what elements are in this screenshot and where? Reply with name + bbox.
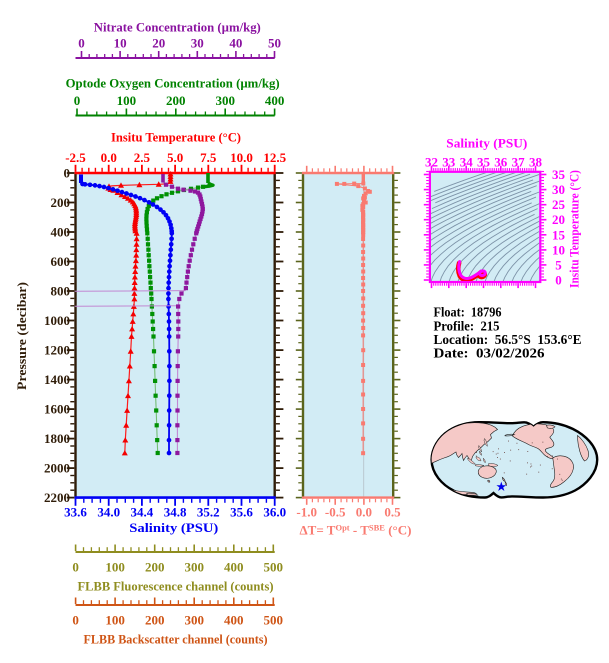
svg-text:400: 400 (224, 560, 244, 575)
svg-text:33: 33 (442, 155, 456, 170)
svg-text:32: 32 (425, 155, 438, 170)
svg-text:100: 100 (105, 560, 125, 575)
svg-text:10: 10 (114, 36, 127, 51)
svg-text:1400: 1400 (44, 372, 70, 387)
svg-text:FLBB Backscatter channel (coun: FLBB Backscatter channel (counts) (84, 632, 268, 647)
svg-text:12.5: 12.5 (263, 150, 286, 165)
svg-text:20: 20 (552, 212, 565, 227)
svg-text:35: 35 (477, 155, 491, 170)
svg-text:Location: 56.5°S 153.6°E: Location: 56.5°S 153.6°E (434, 332, 582, 347)
svg-text:500: 500 (264, 613, 284, 628)
svg-text:Pressure (decibar): Pressure (decibar) (14, 282, 29, 390)
svg-text:0.5: 0.5 (384, 505, 401, 520)
svg-text:40: 40 (229, 36, 242, 51)
svg-text:100: 100 (117, 93, 137, 108)
svg-text:1200: 1200 (44, 343, 70, 358)
svg-text:30: 30 (552, 182, 565, 197)
svg-text:400: 400 (224, 613, 244, 628)
svg-text:10.0: 10.0 (230, 150, 253, 165)
svg-text:34.8: 34.8 (164, 505, 187, 520)
svg-text:34: 34 (460, 155, 474, 170)
svg-text:0: 0 (74, 93, 81, 108)
svg-text:2.5: 2.5 (134, 150, 151, 165)
svg-text:-0.5: -0.5 (325, 505, 346, 520)
svg-text:200: 200 (145, 613, 165, 628)
svg-text:34.0: 34.0 (97, 505, 120, 520)
svg-text:Insitu Temperature (°C): Insitu Temperature (°C) (111, 129, 241, 144)
svg-text:20: 20 (152, 36, 165, 51)
svg-text:25: 25 (552, 197, 566, 212)
svg-text:1000: 1000 (44, 313, 70, 328)
svg-text:FLBB Fluorescence channel (cou: FLBB Fluorescence channel (counts) (78, 579, 274, 594)
svg-text:10: 10 (552, 242, 565, 257)
svg-text:0.0: 0.0 (356, 505, 372, 520)
svg-text:Salinity (PSU): Salinity (PSU) (129, 520, 218, 535)
svg-text:0: 0 (64, 166, 71, 181)
svg-text:36.0: 36.0 (263, 505, 286, 520)
svg-text:-2.5: -2.5 (65, 150, 86, 165)
svg-text:0: 0 (555, 273, 562, 288)
svg-text:200: 200 (51, 195, 71, 210)
svg-text:Salinity (PSU): Salinity (PSU) (446, 136, 527, 151)
svg-text:600: 600 (51, 254, 71, 269)
svg-text:Optode Oxygen Concentration (µ: Optode Oxygen Concentration (µm/kg) (66, 76, 280, 91)
svg-text:5: 5 (555, 257, 562, 272)
svg-text:0.0: 0.0 (101, 150, 117, 165)
svg-text:300: 300 (184, 560, 204, 575)
svg-text:ΔT= TOpt - TSBE (°C): ΔT= TOpt - TSBE (°C) (300, 523, 412, 538)
svg-text:Date: 03/02/2026: Date: 03/02/2026 (434, 346, 545, 361)
svg-text:1600: 1600 (44, 402, 70, 417)
svg-text:100: 100 (105, 613, 125, 628)
svg-text:15: 15 (552, 227, 566, 242)
svg-text:Float: 18796: Float: 18796 (434, 305, 502, 320)
svg-text:300: 300 (184, 613, 204, 628)
svg-text:Nitrate Concentration (µm/kg): Nitrate Concentration (µm/kg) (94, 20, 261, 35)
svg-text:34.4: 34.4 (131, 505, 154, 520)
svg-text:33.6: 33.6 (64, 505, 87, 520)
svg-text:5.0: 5.0 (167, 150, 183, 165)
svg-text:35.2: 35.2 (197, 505, 220, 520)
svg-text:0: 0 (78, 36, 85, 51)
svg-text:300: 300 (215, 93, 235, 108)
svg-text:1800: 1800 (44, 431, 70, 446)
svg-text:36: 36 (494, 155, 508, 170)
svg-text:400: 400 (51, 225, 71, 240)
svg-text:35: 35 (552, 167, 566, 182)
svg-text:37: 37 (512, 155, 526, 170)
svg-text:2200: 2200 (44, 490, 70, 505)
svg-text:7.5: 7.5 (200, 150, 217, 165)
svg-text:500: 500 (264, 560, 284, 575)
svg-text:200: 200 (145, 560, 165, 575)
svg-text:Insitu Temperature (°C): Insitu Temperature (°C) (567, 170, 582, 288)
svg-text:-1.0: -1.0 (296, 505, 317, 520)
svg-text:800: 800 (51, 284, 71, 299)
svg-text:35.6: 35.6 (230, 505, 253, 520)
svg-text:200: 200 (166, 93, 186, 108)
svg-text:400: 400 (265, 93, 285, 108)
svg-text:2000: 2000 (44, 461, 70, 476)
svg-text:38: 38 (529, 155, 543, 170)
svg-text:50: 50 (268, 36, 281, 51)
svg-text:Profile: 215: Profile: 215 (434, 318, 500, 333)
svg-text:30: 30 (191, 36, 204, 51)
svg-text:0: 0 (72, 560, 79, 575)
svg-text:0: 0 (72, 613, 79, 628)
